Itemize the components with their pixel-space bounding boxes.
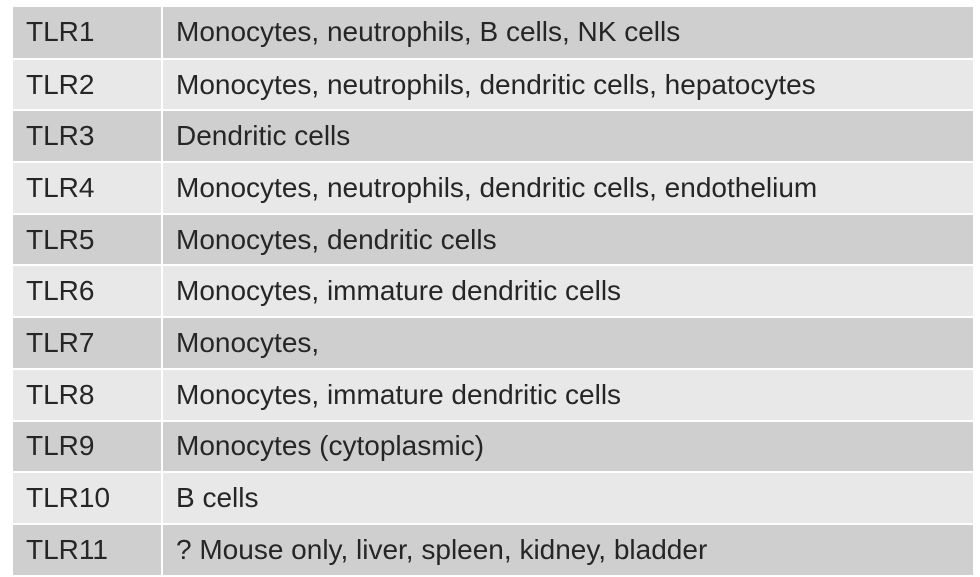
table-row: TLR1 Monocytes, neutrophils, B cells, NK…: [13, 7, 973, 60]
table-row: TLR3 Dendritic cells: [13, 110, 973, 164]
table-row: TLR6 Monocytes, immature dendritic cells: [13, 265, 973, 319]
cell-types-cell: B cells: [162, 472, 973, 525]
cell-types-cell: Monocytes, neutrophils, dendritic cells,…: [162, 162, 973, 215]
cell-types-cell: Monocytes (cytoplasmic): [162, 420, 973, 474]
table-row: TLR4 Monocytes, neutrophils, dendritic c…: [13, 162, 973, 215]
receptor-cell: TLR5: [13, 213, 163, 267]
receptor-cell: TLR4: [13, 162, 163, 215]
receptor-cell: TLR2: [13, 58, 163, 112]
receptor-cell: TLR10: [13, 472, 163, 525]
table-row: TLR7 Monocytes,: [13, 317, 973, 370]
cell-types-cell: Monocytes, neutrophils, dendritic cells,…: [162, 58, 973, 112]
receptor-cell: TLR9: [13, 420, 163, 474]
receptor-cell: TLR8: [13, 368, 163, 422]
tlr-expression-table: TLR1 Monocytes, neutrophils, B cells, NK…: [13, 7, 973, 577]
table-row: TLR8 Monocytes, immature dendritic cells: [13, 368, 973, 422]
table-row: TLR5 Monocytes, dendritic cells: [13, 213, 973, 267]
cell-types-cell: ? Mouse only, liver, spleen, kidney, bla…: [162, 523, 973, 577]
table-row: TLR10 B cells: [13, 472, 973, 525]
cell-types-cell: Monocytes, immature dendritic cells: [162, 368, 973, 422]
cell-types-cell: Monocytes, neutrophils, B cells, NK cell…: [162, 7, 973, 60]
table-row: TLR9 Monocytes (cytoplasmic): [13, 420, 973, 474]
receptor-cell: TLR6: [13, 265, 163, 319]
table-row: TLR11 ? Mouse only, liver, spleen, kidne…: [13, 523, 973, 577]
cell-types-cell: Dendritic cells: [162, 110, 973, 164]
table-row: TLR2 Monocytes, neutrophils, dendritic c…: [13, 58, 973, 112]
receptor-cell: TLR1: [13, 7, 163, 60]
cell-types-cell: Monocytes, immature dendritic cells: [162, 265, 973, 319]
receptor-cell: TLR3: [13, 110, 163, 164]
receptor-cell: TLR11: [13, 523, 163, 577]
cell-types-cell: Monocytes,: [162, 317, 973, 370]
cell-types-cell: Monocytes, dendritic cells: [162, 213, 973, 267]
receptor-cell: TLR7: [13, 317, 163, 370]
